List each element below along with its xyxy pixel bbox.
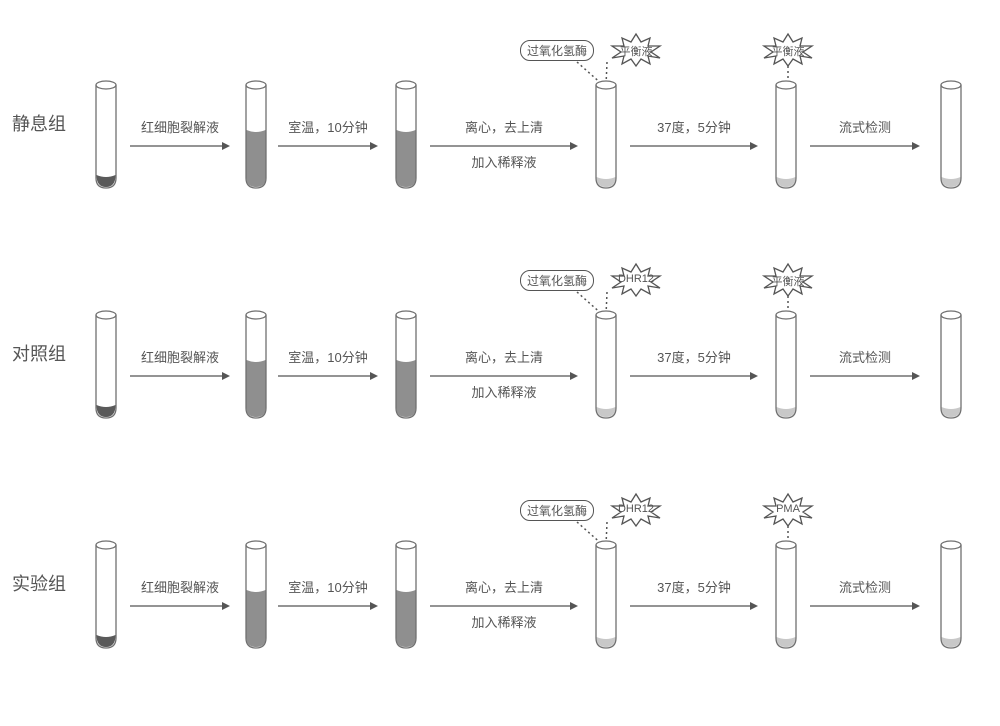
tube-r2-2	[245, 310, 267, 420]
row-resting: 静息组 过氧化氢酶 平衡液 平衡液	[0, 20, 1000, 240]
arrow-r2-3: 离心，去上清 加入稀释液	[430, 350, 578, 402]
arrow-r2-4: 37度，5分钟	[630, 350, 758, 383]
tube-r2-3	[395, 310, 417, 420]
arrow-r1-3: 离心，去上清 加入稀释液	[430, 120, 578, 172]
tube-r2-1	[95, 310, 117, 420]
arrow-r3-1: 红细胞裂解液	[130, 580, 230, 613]
tube-r3-5	[775, 540, 797, 650]
arrow-r2-2: 室温，10分钟	[278, 350, 378, 383]
tube-r1-5	[775, 80, 797, 190]
arrow-r3-3: 离心，去上清 加入稀释液	[430, 580, 578, 632]
row-control: 对照组 过氧化氢酶 DHR12 平衡液	[0, 250, 1000, 470]
arrow-r3-5: 流式检测	[810, 580, 920, 613]
tube-r2-6	[940, 310, 962, 420]
tube-r1-6	[940, 80, 962, 190]
tube-r3-3	[395, 540, 417, 650]
tube-r3-2	[245, 540, 267, 650]
tube-r2-5	[775, 310, 797, 420]
burst-dhr-r3t4: DHR12	[608, 492, 664, 533]
arrow-r1-1: 红细胞裂解液	[130, 120, 230, 153]
row-label-control: 对照组	[12, 340, 66, 366]
arrow-r1-4: 37度，5分钟	[630, 120, 758, 153]
burst-dhr-r2t4: DHR12	[608, 262, 664, 303]
arrow-r3-4: 37度，5分钟	[630, 580, 758, 613]
pill-catalase-r2: 过氧化氢酶	[520, 270, 594, 291]
tube-r2-4	[595, 310, 617, 420]
tube-r1-4	[595, 80, 617, 190]
tube-r3-1	[95, 540, 117, 650]
pill-catalase-r1: 过氧化氢酶	[520, 40, 594, 61]
row-experiment: 实验组 过氧化氢酶 DHR12 PMA	[0, 480, 1000, 700]
row-label-resting: 静息组	[12, 110, 66, 136]
arrow-r1-5: 流式检测	[810, 120, 920, 153]
tube-r3-6	[940, 540, 962, 650]
workflow-diagram: 静息组 过氧化氢酶 平衡液 平衡液	[0, 0, 1000, 726]
arrow-r3-2: 室温，10分钟	[278, 580, 378, 613]
row-label-experiment: 实验组	[12, 570, 66, 596]
tube-r1-3	[395, 80, 417, 190]
arrow-r1-2: 室温，10分钟	[278, 120, 378, 153]
tube-r3-4	[595, 540, 617, 650]
pill-catalase-r3: 过氧化氢酶	[520, 500, 594, 521]
burst-balance-r1t4: 平衡液	[608, 32, 664, 73]
arrow-r2-1: 红细胞裂解液	[130, 350, 230, 383]
tube-r1-1	[95, 80, 117, 190]
arrow-r2-5: 流式检测	[810, 350, 920, 383]
tube-r1-2	[245, 80, 267, 190]
